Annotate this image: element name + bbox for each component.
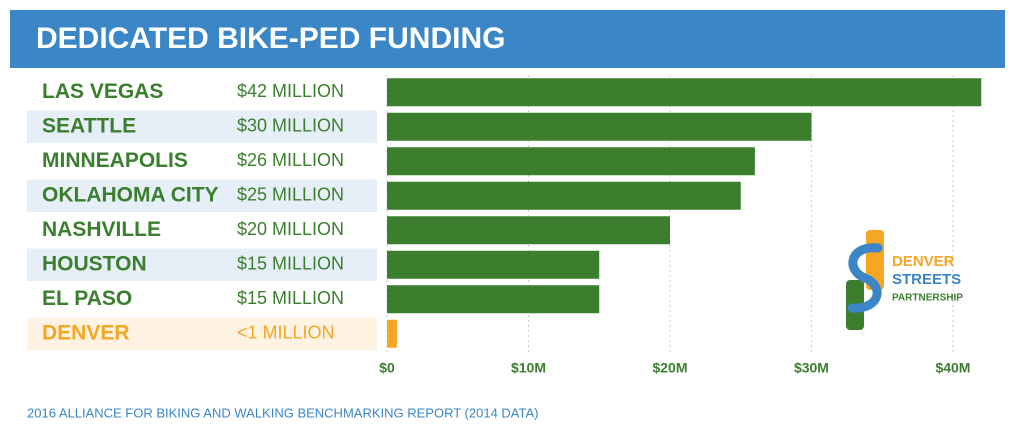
chart-title: DEDICATED BIKE-PED FUNDING [36,22,505,55]
category-label: OKLAHOMA CITY [42,183,219,206]
x-tick-label: $30M [794,360,829,376]
category-label: LAS VEGAS [42,80,163,103]
bar [387,319,397,348]
logo-text: DENVER [892,253,955,270]
value-label: $15 MILLION [237,254,344,274]
value-label: $42 MILLION [237,81,344,101]
value-label: <1 MILLION [237,323,335,343]
value-label: $15 MILLION [237,288,344,308]
source: 2016 ALLIANCE FOR BIKING AND WALKING BEN… [27,405,538,420]
category-label: NASHVILLE [42,218,161,241]
row-band [27,248,377,281]
value-label: $26 MILLION [237,150,344,170]
bar [387,216,670,245]
row-band [27,179,377,212]
bar [387,285,600,314]
category-label: DENVER [42,321,130,344]
x-tick-label: $20M [652,360,687,376]
row-band [27,317,377,350]
value-label: $25 MILLION [237,185,344,205]
bar [387,250,600,279]
value-label: $30 MILLION [237,116,344,136]
bar [387,112,812,141]
category-label: EL PASO [42,287,132,310]
value-label: $20 MILLION [237,219,344,239]
x-tick-label: $10M [511,360,546,376]
bar [387,147,755,176]
logo-text: STREETS [892,271,961,288]
title-band [10,10,1005,68]
category-label: HOUSTON [42,252,147,275]
category-label: SEATTLE [42,114,136,137]
logo [846,230,884,330]
bar [387,181,741,210]
logo-text: PARTNERSHIP [892,293,963,304]
x-tick-label: $0 [379,360,395,376]
bar [387,78,982,107]
row-band [27,110,377,143]
x-tick-label: $40M [935,360,970,376]
category-label: MINNEAPOLIS [42,149,188,172]
logo-shape [847,243,883,313]
